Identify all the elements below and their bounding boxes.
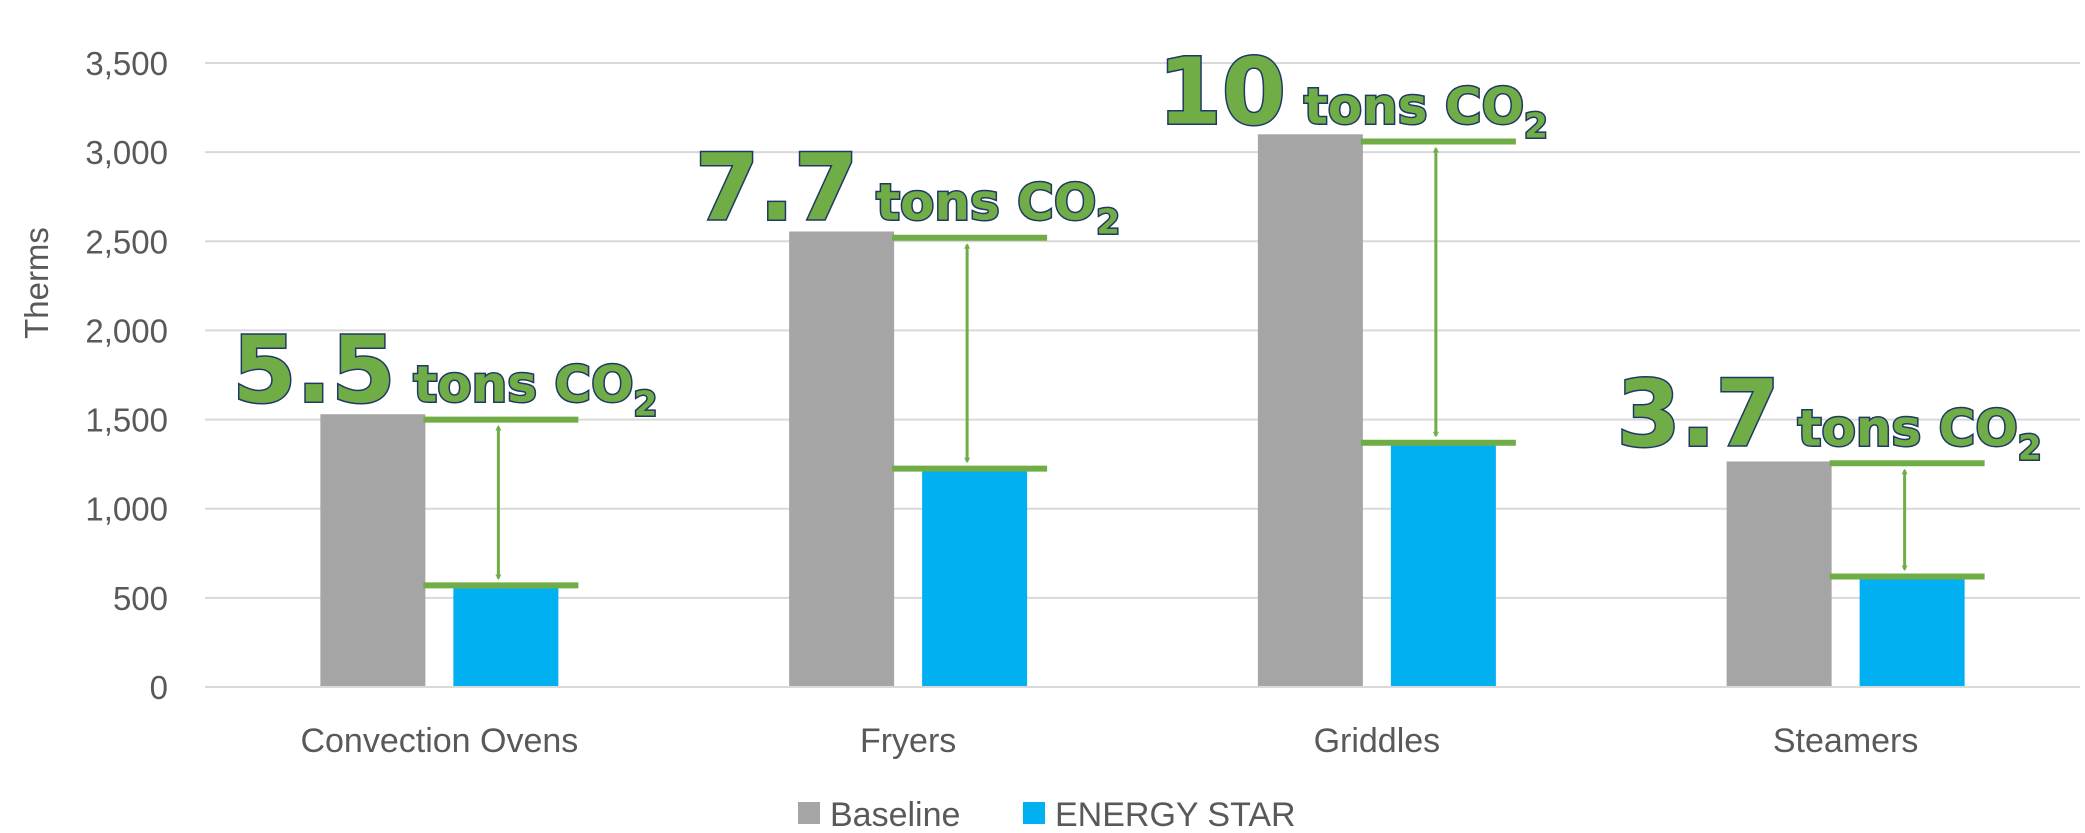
- x-category-label: Convection Ovens: [300, 722, 578, 760]
- y-tick-label: 500: [113, 580, 168, 617]
- legend: Baseline ENERGY STAR: [798, 796, 1296, 833]
- legend-label: ENERGY STAR: [1055, 796, 1296, 833]
- co2-unit: tons CO: [413, 356, 633, 414]
- bar-energy-star: [1859, 578, 1965, 687]
- legend-swatch: [798, 802, 820, 824]
- co2-annotation: 3.7 tons CO2: [1615, 359, 2043, 580]
- co2-unit: tons CO: [1304, 77, 1524, 135]
- co2-value: 3.7: [1617, 360, 1780, 467]
- co2-label: 7.7 tons CO2: [695, 135, 1120, 243]
- legend-swatch: [1023, 802, 1045, 824]
- y-tick-label: 3,500: [85, 45, 168, 82]
- bar-baseline: [789, 231, 895, 688]
- bar-baseline: [320, 414, 426, 687]
- co2-label: 5.5 tons CO2: [232, 317, 657, 425]
- co2-subscript: 2: [634, 385, 658, 425]
- co2-subscript: 2: [2018, 428, 2042, 468]
- legend-label: Baseline: [830, 796, 960, 833]
- x-category-label: Steamers: [1773, 722, 1919, 760]
- y-tick-label: 1,000: [85, 491, 168, 528]
- co2-annotation: 7.7 tons CO2: [694, 133, 1122, 472]
- x-category-label: Griddles: [1314, 722, 1441, 760]
- bar-energy-star: [1390, 445, 1496, 687]
- x-axis-labels: Convection Ovens Fryers Griddles Steamers: [300, 722, 1918, 760]
- co2-unit: tons CO: [1798, 399, 2018, 457]
- co2-label: 10 tons CO2: [1158, 38, 1548, 146]
- y-tick-label: 0: [150, 669, 168, 706]
- co2-unit: tons CO: [876, 174, 1096, 232]
- y-tick-label: 3,000: [85, 134, 168, 171]
- co2-label: 3.7 tons CO2: [1617, 360, 2042, 468]
- y-tick-label: 2,500: [85, 223, 168, 260]
- y-axis-title: Therms: [18, 227, 55, 339]
- y-tick-label: 2,000: [85, 312, 168, 349]
- x-category-label: Fryers: [860, 722, 956, 760]
- co2-annotation: 5.5 tons CO2: [231, 315, 659, 589]
- co2-subscript: 2: [1524, 106, 1548, 146]
- bar-baseline: [1257, 134, 1363, 688]
- y-axis-ticks: 0 500 1,000 1,500 2,000 2,500 3,000 3,500: [85, 45, 168, 706]
- bar-energy-star: [922, 471, 1028, 687]
- co2-value: 5.5: [232, 317, 395, 424]
- bar-energy-star: [453, 588, 559, 687]
- co2-value: 7.7: [695, 135, 858, 242]
- co2-subscript: 2: [1096, 203, 1120, 243]
- co2-annotation: 10 tons CO2: [1156, 37, 1549, 446]
- bars: [320, 134, 1965, 688]
- y-tick-label: 1,500: [85, 402, 168, 439]
- bar-baseline: [1726, 461, 1832, 687]
- co2-value: 10: [1158, 38, 1286, 145]
